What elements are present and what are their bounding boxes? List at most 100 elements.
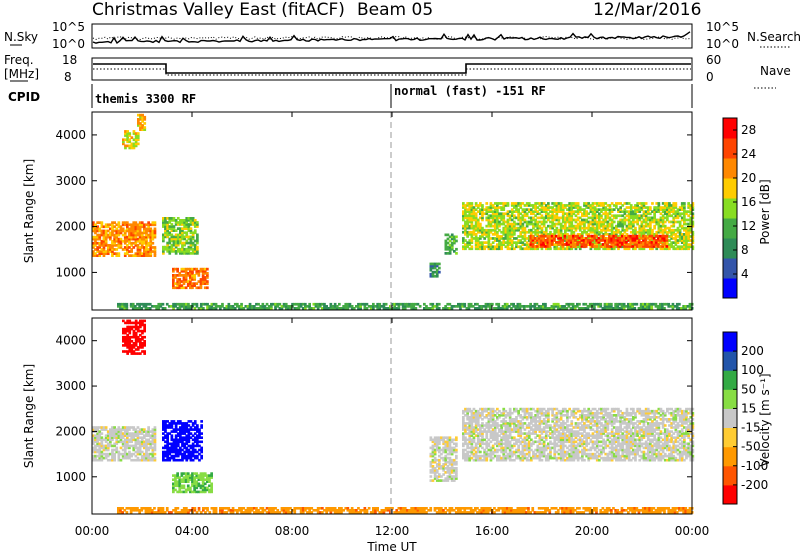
heatmap-cell bbox=[529, 243, 533, 246]
heatmap-cell bbox=[433, 436, 437, 439]
heatmap-cell bbox=[504, 204, 508, 207]
heatmap-cell bbox=[140, 246, 144, 249]
heatmap-cell bbox=[106, 430, 110, 433]
heatmap-cell bbox=[98, 458, 102, 462]
heatmap-cell bbox=[121, 444, 125, 448]
heatmap-cell bbox=[151, 305, 154, 308]
heatmap-cell bbox=[530, 230, 533, 234]
heatmap-cell bbox=[464, 428, 467, 431]
heatmap-cell bbox=[124, 329, 127, 333]
heatmap-cell bbox=[659, 241, 662, 244]
heatmap-cell bbox=[151, 233, 155, 237]
heatmap-cell bbox=[111, 239, 114, 243]
heatmap-cell bbox=[685, 210, 688, 213]
heatmap-cell bbox=[617, 202, 620, 205]
heatmap-cell bbox=[462, 426, 465, 429]
heatmap-cell bbox=[521, 210, 525, 213]
heatmap-cell bbox=[119, 438, 123, 442]
heatmap-cell bbox=[365, 302, 369, 306]
heatmap-cell bbox=[623, 216, 627, 220]
heatmap-cell bbox=[666, 226, 669, 230]
heatmap-cell bbox=[576, 210, 580, 213]
heatmap-cell bbox=[134, 454, 138, 458]
heatmap-cell bbox=[104, 252, 108, 255]
heatmap-cell bbox=[680, 202, 684, 205]
heatmap-cell bbox=[466, 426, 469, 429]
heatmap-cell bbox=[359, 302, 362, 306]
heatmap-cell bbox=[139, 340, 142, 343]
heatmap-cell bbox=[670, 214, 673, 218]
heatmap-cell bbox=[634, 208, 637, 211]
heatmap-cell bbox=[200, 446, 203, 450]
heatmap-cell bbox=[616, 241, 620, 244]
heatmap-cell bbox=[553, 208, 557, 211]
heatmap-cell bbox=[180, 486, 184, 490]
heatmap-cell bbox=[189, 227, 193, 230]
heatmap-cell bbox=[138, 452, 142, 456]
heatmap-cell bbox=[534, 208, 537, 211]
heatmap-cell bbox=[174, 480, 177, 483]
heatmap-cell bbox=[191, 233, 195, 237]
heatmap-cell bbox=[284, 305, 288, 308]
heatmap-cell bbox=[470, 202, 474, 205]
heatmap-cell bbox=[462, 218, 465, 222]
heatmap-cell bbox=[491, 228, 495, 232]
heatmap-cell bbox=[599, 239, 603, 242]
heatmap-cell bbox=[143, 340, 146, 343]
heatmap-cell bbox=[455, 252, 458, 255]
heatmap-cell bbox=[429, 452, 433, 456]
heatmap-cell bbox=[533, 307, 537, 310]
heatmap-cell bbox=[119, 452, 123, 456]
heatmap-cell bbox=[659, 247, 663, 251]
heatmap-cell bbox=[181, 438, 184, 442]
heatmap-cell bbox=[94, 241, 97, 245]
heatmap-cell bbox=[654, 243, 658, 246]
heatmap-cell bbox=[183, 243, 186, 247]
heatmap-cell bbox=[170, 305, 173, 308]
heatmap-cell bbox=[304, 307, 307, 310]
heatmap-cell bbox=[109, 428, 112, 431]
heatmap-cell bbox=[231, 305, 235, 308]
heatmap-cell bbox=[591, 218, 595, 222]
heatmap-cell bbox=[616, 239, 620, 242]
heatmap-cell bbox=[505, 307, 509, 310]
heatmap-cell bbox=[435, 264, 439, 268]
heatmap-cell bbox=[585, 210, 588, 213]
heatmap-cell bbox=[208, 474, 211, 477]
heatmap-cell bbox=[164, 436, 167, 439]
heatmap-cell bbox=[193, 438, 197, 442]
heatmap-cell bbox=[113, 444, 116, 448]
heatmap-cell bbox=[476, 454, 480, 458]
heatmap-cell bbox=[525, 237, 529, 240]
heatmap-cell bbox=[193, 444, 197, 448]
heatmap-cell bbox=[102, 225, 106, 229]
heatmap-cell bbox=[176, 484, 179, 488]
heatmap-cell bbox=[593, 230, 597, 234]
heatmap-cell bbox=[184, 476, 188, 479]
heatmap-cell bbox=[444, 247, 448, 251]
heatmap-cell bbox=[455, 477, 458, 480]
heatmap-cell bbox=[500, 212, 503, 216]
heatmap-cell bbox=[636, 220, 639, 224]
heatmap-cell bbox=[199, 286, 203, 290]
heatmap-cell bbox=[661, 202, 665, 205]
heatmap-cell bbox=[136, 329, 140, 333]
heatmap-cell bbox=[665, 234, 669, 238]
heatmap-cell bbox=[617, 214, 620, 218]
heatmap-cell bbox=[123, 444, 127, 448]
heatmap-cell bbox=[282, 302, 286, 306]
heatmap-cell bbox=[216, 305, 220, 308]
heatmap-cell bbox=[533, 236, 537, 240]
heatmap-cell bbox=[546, 239, 550, 242]
heatmap-cell bbox=[143, 329, 146, 333]
heatmap-cell bbox=[479, 416, 482, 419]
heatmap-cell bbox=[523, 243, 527, 246]
heatmap-cell bbox=[113, 428, 116, 431]
heatmap-cell bbox=[130, 348, 134, 351]
heatmap-cell bbox=[187, 305, 190, 308]
heatmap-cell bbox=[172, 274, 175, 277]
heatmap-cell bbox=[229, 307, 233, 310]
heatmap-cell bbox=[429, 274, 433, 278]
heatmap-cell bbox=[680, 241, 684, 244]
heatmap-cell bbox=[472, 224, 476, 228]
